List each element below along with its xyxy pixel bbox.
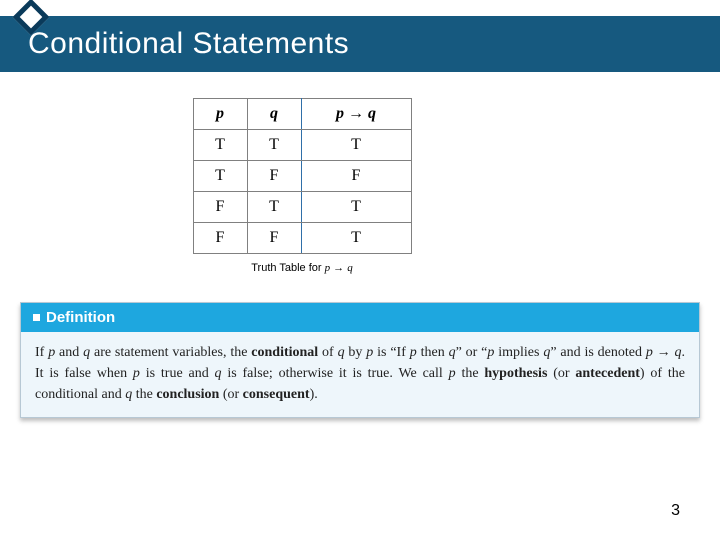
definition-header: Definition: [21, 303, 699, 332]
bullet-icon: [33, 314, 40, 321]
cell-q: F: [247, 223, 301, 254]
definition-box: Definition If p and q are statement vari…: [20, 302, 700, 418]
slide-content: p q p → q T T T T F F F T: [0, 78, 720, 418]
truth-table-caption: Truth Table for p → q: [251, 262, 353, 274]
col-header-q: q: [247, 99, 301, 130]
table-row: T T T: [193, 130, 411, 161]
definition-body: If p and q are statement variables, the …: [21, 332, 699, 417]
cell-q: F: [247, 161, 301, 192]
title-banner: Conditional Statements: [0, 16, 720, 72]
truth-table: p q p → q T T T T F F F T: [193, 98, 412, 254]
cell-p: F: [193, 223, 247, 254]
cell-p: T: [193, 161, 247, 192]
cell-pq: F: [301, 161, 411, 192]
caption-q: q: [347, 262, 353, 274]
cell-p: F: [193, 192, 247, 223]
page-number: 3: [671, 502, 680, 520]
table-header-row: p q p → q: [193, 99, 411, 130]
table-row: T F F: [193, 161, 411, 192]
slide-title: Conditional Statements: [28, 27, 349, 61]
cell-q: T: [247, 130, 301, 161]
cell-pq: T: [301, 130, 411, 161]
table-row: F T T: [193, 192, 411, 223]
definition-label: Definition: [46, 309, 115, 326]
cell-q: T: [247, 192, 301, 223]
truth-table-section: p q p → q T T T T F F F T: [172, 98, 432, 274]
cell-pq: T: [301, 223, 411, 254]
caption-prefix: Truth Table for: [251, 262, 324, 274]
caption-arrow: →: [330, 262, 347, 274]
cell-p: T: [193, 130, 247, 161]
col-header-p: p: [193, 99, 247, 130]
cell-pq: T: [301, 192, 411, 223]
slide-header: Conditional Statements: [0, 0, 720, 78]
col-header-pq: p → q: [301, 99, 411, 130]
diamond-icon: [18, 4, 44, 30]
table-row: F F T: [193, 223, 411, 254]
